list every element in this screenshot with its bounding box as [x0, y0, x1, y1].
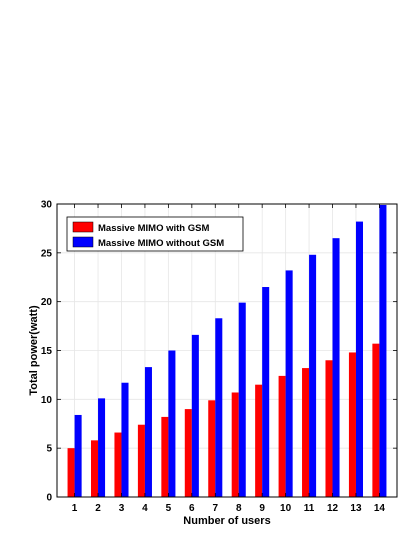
x-tick-label: 11 — [304, 503, 315, 514]
x-tick-label: 7 — [212, 503, 218, 514]
x-tick-label: 1 — [72, 503, 78, 514]
bar-without-gsm — [191, 334, 199, 497]
legend-swatch-without-gsm — [72, 236, 94, 248]
x-tick-label: 12 — [327, 503, 339, 514]
legend-label-with-gsm: Massive MIMO with GSM — [98, 223, 209, 234]
x-tick-label: 13 — [350, 503, 362, 514]
bar-without-gsm — [332, 238, 340, 497]
bars — [67, 204, 387, 497]
x-tick-label: 5 — [166, 503, 172, 514]
legend-label-without-gsm: Massive MIMO without GSM — [98, 238, 224, 249]
y-axis-label: Total power(watt) — [28, 305, 40, 396]
x-tick-label: 8 — [236, 503, 242, 514]
bar-with-gsm — [67, 448, 75, 497]
bar-without-gsm — [309, 254, 317, 497]
x-tick-label: 14 — [374, 503, 386, 514]
y-tick-labels: 0 5 10 15 20 25 30 — [41, 200, 53, 504]
bar-with-gsm — [161, 416, 169, 497]
bar-without-gsm — [144, 367, 152, 497]
bar-without-gsm — [355, 221, 363, 497]
bar-without-gsm — [262, 287, 270, 497]
bar-with-gsm — [114, 432, 122, 497]
y-tick-label: 10 — [41, 395, 53, 406]
bar-without-gsm — [285, 270, 293, 497]
bar-without-gsm — [98, 398, 106, 497]
y-tick-label: 5 — [46, 444, 52, 455]
axis-ticks — [57, 203, 397, 498]
legend: Massive MIMO with GSM Massive MIMO witho… — [66, 216, 244, 252]
x-axis-label: Number of users — [183, 515, 270, 527]
x-tick-label: 3 — [119, 503, 125, 514]
bar-with-gsm — [325, 360, 333, 497]
bar-with-gsm — [372, 343, 380, 497]
legend-swatch-with-gsm — [72, 221, 94, 233]
y-tick-label: 15 — [41, 346, 53, 357]
y-tick-label: 30 — [41, 200, 53, 211]
x-tick-label: 2 — [95, 503, 101, 514]
y-tick-label: 25 — [41, 248, 53, 259]
legend-box — [66, 216, 244, 252]
bar-with-gsm — [184, 409, 192, 497]
x-tick-label: 9 — [259, 503, 265, 514]
bar-with-gsm — [348, 352, 356, 497]
bar-with-gsm — [278, 375, 286, 497]
bar-with-gsm — [91, 440, 99, 497]
x-tick-label: 6 — [189, 503, 195, 514]
bar-without-gsm — [379, 204, 387, 497]
y-tick-label: 20 — [41, 297, 53, 308]
x-tick-label: 4 — [142, 503, 148, 514]
bar-without-gsm — [238, 302, 246, 497]
bar-without-gsm — [168, 350, 176, 497]
bar-without-gsm — [215, 318, 223, 497]
bar-with-gsm — [231, 392, 239, 497]
bar-without-gsm — [121, 382, 129, 497]
x-tick-labels: 1 2 3 4 5 6 7 8 9 10 11 12 13 14 — [72, 503, 386, 514]
y-tick-label: 0 — [46, 493, 52, 504]
x-tick-label: 10 — [280, 503, 292, 514]
bar-without-gsm — [74, 414, 82, 497]
bar-with-gsm — [208, 400, 216, 497]
bar-with-gsm — [255, 384, 263, 497]
bar-with-gsm — [302, 368, 310, 497]
bar-with-gsm — [137, 424, 145, 497]
